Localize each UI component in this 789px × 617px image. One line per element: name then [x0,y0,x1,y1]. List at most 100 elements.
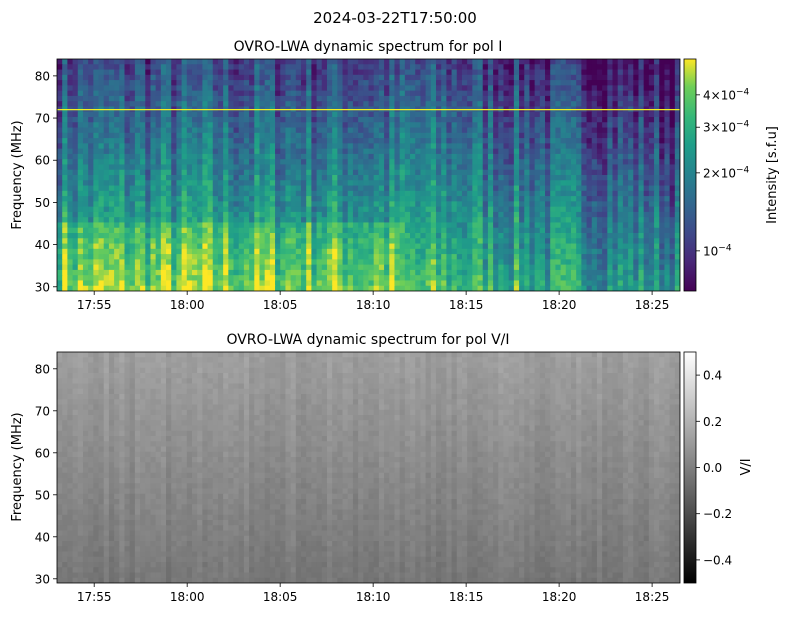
heatmap-cell [166,143,172,150]
heatmap-cell [311,138,318,144]
heatmap-cell [384,122,390,129]
heatmap-cell [358,254,364,260]
heatmap-cell [456,164,463,171]
heatmap-cell [150,264,157,271]
heatmap-cell [482,90,489,97]
heatmap-cell [321,211,328,218]
heatmap-cell [129,222,136,229]
heatmap-cell [415,159,422,166]
heatmap-cell [82,164,89,171]
heatmap-cell [119,269,126,276]
heatmap-cell [394,264,401,271]
heatmap-cell [77,153,84,160]
heatmap-cell [638,69,645,76]
heatmap-cell [482,132,489,139]
heatmap-cell [67,233,74,239]
heatmap-cell [638,190,645,197]
heatmap-cell [654,254,660,260]
heatmap-cell [664,196,671,202]
heatmap-cell [207,185,214,192]
heatmap-cell [166,227,172,234]
heatmap-cell [441,275,447,282]
heatmap-cell [114,275,120,282]
heatmap-cell [384,148,390,155]
heatmap-cell [352,122,359,129]
heatmap-cell [72,264,79,271]
heatmap-cell [389,196,396,202]
heatmap-cell [176,264,183,271]
heatmap-cell [373,159,380,166]
heatmap-cell [259,85,266,92]
heatmap-cell [352,90,359,97]
heatmap-cell [633,90,640,97]
heatmap-cell [581,69,588,76]
heatmap-cell [217,69,224,76]
heatmap-cell [191,238,198,245]
heatmap-cell [254,64,261,71]
heatmap-cell [399,59,406,65]
heatmap-cell [654,222,660,229]
heatmap-cell [321,64,328,71]
heatmap-cell [550,264,556,271]
heatmap-cell [67,238,74,245]
heatmap-cell [191,69,198,76]
heatmap-cell [493,233,499,239]
heatmap-cell [316,233,323,239]
heatmap-cell [67,164,74,171]
heatmap-cell [301,206,307,213]
heatmap-cell [306,59,312,65]
heatmap-cell [352,59,359,65]
heatmap-cell [202,264,209,271]
heatmap-cell [456,222,463,229]
heatmap-cell [88,143,94,150]
heatmap-cell [545,95,551,102]
heatmap-cell [487,243,494,250]
heatmap-cell [280,85,287,92]
heatmap-cell [119,175,126,181]
heatmap-cell [674,175,680,181]
heatmap-cell [326,80,333,86]
heatmap-cell [285,227,292,234]
heatmap-cell [181,169,188,176]
heatmap-cell [363,95,370,102]
heatmap-cell [316,64,323,71]
heatmap-cell [446,153,453,160]
heatmap-cell [570,148,577,155]
heatmap-cell [264,90,271,97]
heatmap-cell [633,180,640,187]
heatmap-cell [602,117,608,123]
heatmap-cell [389,143,396,150]
heatmap-cell [295,85,302,92]
heatmap-cell [212,206,219,213]
heatmap-cell [223,132,229,139]
heatmap-cell [399,69,406,76]
heatmap-cell [181,206,188,213]
heatmap-cell [134,127,141,134]
heatmap-cell [622,90,629,97]
heatmap-cell [311,243,318,250]
heatmap-cell [534,211,541,218]
heatmap-cell [487,217,494,224]
heatmap-cell [306,74,312,81]
heatmap-cell [477,59,484,65]
heatmap-cell [67,127,74,134]
heatmap-cell [342,164,349,171]
heatmap-cell [124,138,131,144]
heatmap-cell [129,111,136,118]
heatmap-cell [140,211,146,218]
heatmap-cell [269,164,276,171]
heatmap-cell [596,269,603,276]
heatmap-cell [108,85,115,92]
heatmap-cell [539,132,546,139]
heatmap-cell [269,90,276,97]
heatmap-cell [487,85,494,92]
heatmap-cell [560,185,567,192]
heatmap-cell [529,190,536,197]
heatmap-cell [321,159,328,166]
heatmap-cell [82,264,89,271]
heatmap-cell [654,153,660,160]
heatmap-cell [508,264,515,271]
heatmap-cell [264,254,271,260]
heatmap-cell [228,169,235,176]
heatmap-cell [306,206,312,213]
